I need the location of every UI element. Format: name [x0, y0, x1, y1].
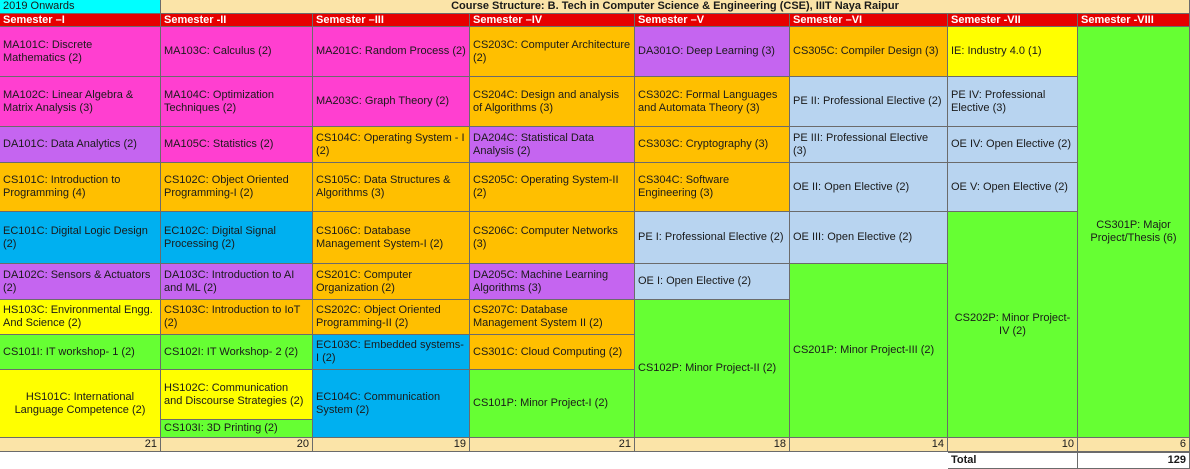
course-cell[interactable]: CS202P: Minor Project-IV (2)	[948, 212, 1078, 438]
course-cell[interactable]: CS205C: Operating System-II (2)	[470, 163, 635, 212]
course-cell[interactable]: CS203C: Computer Architecture (2)	[470, 27, 635, 77]
course-cell[interactable]: CS301P: Major Project/Thesis (6)	[1078, 27, 1190, 438]
course-cell[interactable]: HS103C: Environmental Engg. And Science …	[0, 300, 161, 335]
course-cell[interactable]: DA103C: Introduction to AI and ML (2)	[161, 264, 313, 300]
course-cell[interactable]: EC103C: Embedded systems-I (2)	[313, 335, 470, 370]
course-cell[interactable]: CS304C: Software Engineering (3)	[635, 163, 790, 212]
course-cell[interactable]: PE III: Professional Elective (3)	[790, 127, 948, 163]
grand-total-value[interactable]: 129	[1078, 452, 1190, 469]
course-cell[interactable]: CS102C: Object Oriented Programming-I (2…	[161, 163, 313, 212]
course-cell[interactable]: DA102C: Sensors & Actuators (2)	[0, 264, 161, 300]
semester-header-6[interactable]: Semester –VI	[790, 14, 948, 27]
course-cell[interactable]: HS102C: Communication and Discourse Stra…	[161, 370, 313, 420]
semester-header-8[interactable]: Semester -VIII	[1078, 14, 1190, 27]
semester-total[interactable]: 6	[1078, 438, 1190, 452]
course-cell[interactable]: CS106C: Database Management System-I (2)	[313, 212, 470, 264]
course-cell[interactable]: CS102I: IT Workshop- 2 (2)	[161, 335, 313, 370]
course-cell[interactable]: MA105C: Statistics (2)	[161, 127, 313, 163]
semester-header-4[interactable]: Semester –IV	[470, 14, 635, 27]
course-cell[interactable]: OE V: Open Elective (2)	[948, 163, 1078, 212]
course-cell[interactable]: EC104C: Communication System (2)	[313, 370, 470, 438]
course-cell[interactable]: CS202C: Object Oriented Programming-II (…	[313, 300, 470, 335]
course-cell[interactable]: CS105C: Data Structures & Algorithms (3)	[313, 163, 470, 212]
course-cell[interactable]: MA103C: Calculus (2)	[161, 27, 313, 77]
semester-total[interactable]: 21	[0, 438, 161, 452]
course-cell[interactable]: CS206C: Computer Networks (3)	[470, 212, 635, 264]
course-cell[interactable]: OE III: Open Elective (2)	[790, 212, 948, 264]
course-cell[interactable]: CS103C: Introduction to IoT (2)	[161, 300, 313, 335]
semester-total[interactable]: 19	[313, 438, 470, 452]
course-cell[interactable]: EC101C: Digital Logic Design (2)	[0, 212, 161, 264]
course-cell[interactable]: PE I: Professional Elective (2)	[635, 212, 790, 264]
semester-header-7[interactable]: Semester -VII	[948, 14, 1078, 27]
course-cell[interactable]: IE: Industry 4.0 (1)	[948, 27, 1078, 77]
semester-total[interactable]: 18	[635, 438, 790, 452]
course-cell[interactable]: CS103I: 3D Printing (2)	[161, 420, 313, 438]
course-cell[interactable]: CS204C: Design and analysis of Algorithm…	[470, 77, 635, 127]
course-cell[interactable]: CS101I: IT workshop- 1 (2)	[0, 335, 161, 370]
course-cell[interactable]: MA201C: Random Process (2)	[313, 27, 470, 77]
course-cell[interactable]: CS301C: Cloud Computing (2)	[470, 335, 635, 370]
course-cell[interactable]: DA301O: Deep Learning (3)	[635, 27, 790, 77]
course-cell[interactable]: OE II: Open Elective (2)	[790, 163, 948, 212]
course-cell[interactable]: CS305C: Compiler Design (3)	[790, 27, 948, 77]
semester-total[interactable]: 21	[470, 438, 635, 452]
course-cell[interactable]: HS101C: International Language Competenc…	[0, 370, 161, 438]
course-cell[interactable]: MA102C: Linear Algebra & Matrix Analysis…	[0, 77, 161, 127]
semester-header-3[interactable]: Semester –III	[313, 14, 470, 27]
course-cell[interactable]: DA205C: Machine Learning Algorithms (3)	[470, 264, 635, 300]
course-cell[interactable]: CS303C: Cryptography (3)	[635, 127, 790, 163]
course-cell[interactable]: PE II: Professional Elective (2)	[790, 77, 948, 127]
course-cell[interactable]: DA204C: Statistical Data Analysis (2)	[470, 127, 635, 163]
course-cell[interactable]: CS201C: Computer Organization (2)	[313, 264, 470, 300]
course-cell[interactable]: OE IV: Open Elective (2)	[948, 127, 1078, 163]
course-cell[interactable]: MA104C: Optimization Techniques (2)	[161, 77, 313, 127]
course-cell[interactable]: MA101C: Discrete Mathematics (2)	[0, 27, 161, 77]
grand-total-label[interactable]: Total	[948, 452, 1078, 469]
course-cell[interactable]: CS101C: Introduction to Programming (4)	[0, 163, 161, 212]
course-cell[interactable]: CS101P: Minor Project-I (2)	[470, 370, 635, 438]
course-cell[interactable]: CS102P: Minor Project-II (2)	[635, 300, 790, 438]
semester-header-5[interactable]: Semester –V	[635, 14, 790, 27]
course-cell[interactable]: CS302C: Formal Languages and Automata Th…	[635, 77, 790, 127]
course-cell[interactable]: CS104C: Operating System - I (2)	[313, 127, 470, 163]
semester-total[interactable]: 10	[948, 438, 1078, 452]
course-cell[interactable]: DA101C: Data Analytics (2)	[0, 127, 161, 163]
course-cell[interactable]: PE IV: Professional Elective (3)	[948, 77, 1078, 127]
course-cell[interactable]: EC102C: Digital Signal Processing (2)	[161, 212, 313, 264]
course-cell[interactable]: MA203C: Graph Theory (2)	[313, 77, 470, 127]
semester-total[interactable]: 14	[790, 438, 948, 452]
semester-header-1[interactable]: Semester –I	[0, 14, 161, 27]
course-cell[interactable]: CS201P: Minor Project-III (2)	[790, 264, 948, 438]
course-cell[interactable]: OE I: Open Elective (2)	[635, 264, 790, 300]
sheet-title[interactable]: Course Structure: B. Tech in Computer Sc…	[161, 0, 1190, 14]
semester-total[interactable]: 20	[161, 438, 313, 452]
course-cell[interactable]: CS207C: Database Management System II (2…	[470, 300, 635, 335]
onwards-cell[interactable]: 2019 Onwards	[0, 0, 161, 14]
semester-header-2[interactable]: Semester -II	[161, 14, 313, 27]
